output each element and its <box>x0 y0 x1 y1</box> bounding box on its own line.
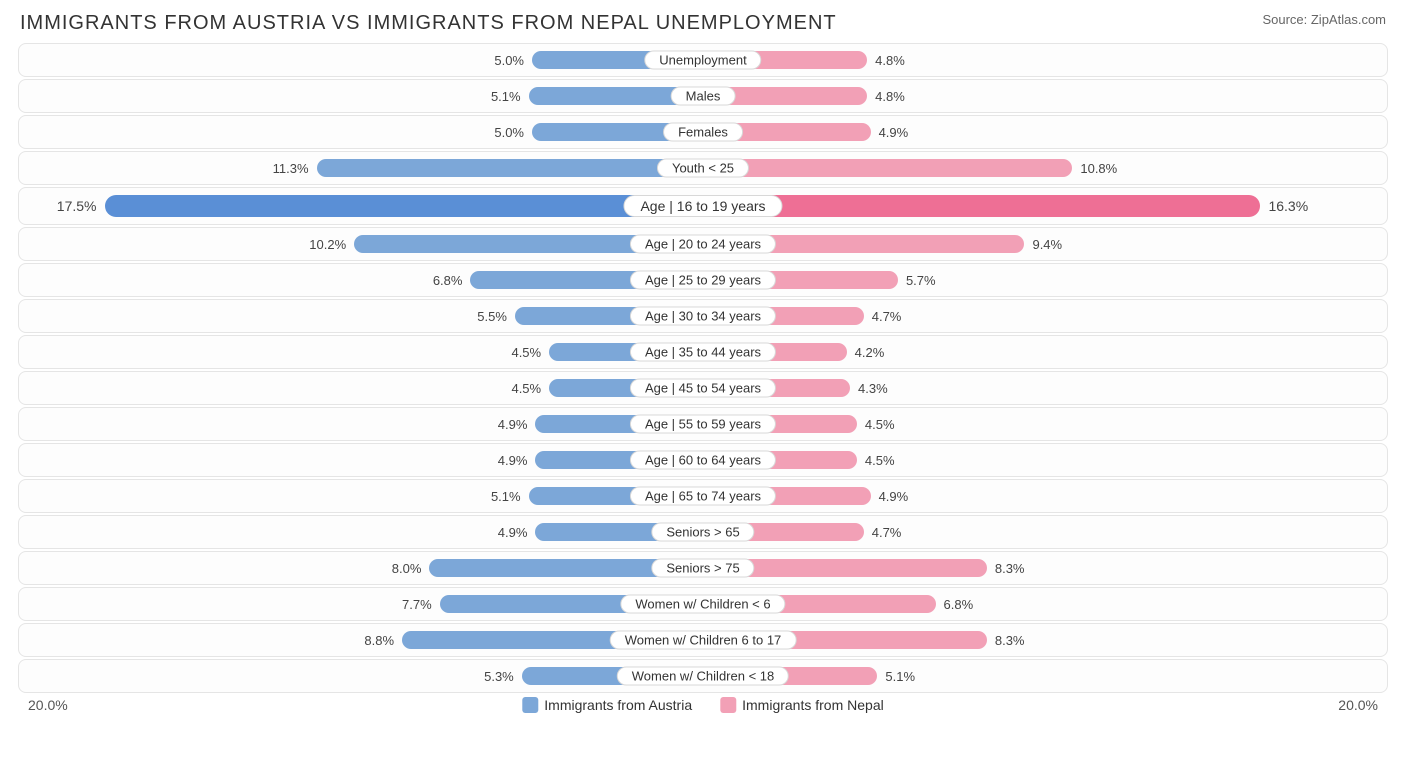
legend-item-austria: Immigrants from Austria <box>522 697 692 713</box>
legend-label-austria: Immigrants from Austria <box>544 697 692 713</box>
category-label: Unemployment <box>644 51 761 70</box>
category-label: Women w/ Children < 18 <box>617 667 789 686</box>
category-label: Youth < 25 <box>657 159 749 178</box>
legend-swatch-nepal <box>720 697 736 713</box>
chart-row: 5.5% 4.7% Age | 30 to 34 years <box>18 299 1388 333</box>
category-label: Age | 25 to 29 years <box>630 271 776 290</box>
chart-row: 5.3% 5.1% Women w/ Children < 18 <box>18 659 1388 693</box>
value-label-right: 4.3% <box>850 381 896 396</box>
chart-row: 11.3% 10.8% Youth < 25 <box>18 151 1388 185</box>
value-label-right: 8.3% <box>987 633 1033 648</box>
value-label-left: 4.9% <box>490 453 536 468</box>
value-label-right: 4.9% <box>871 489 917 504</box>
chart-area: 5.0% 4.8% Unemployment 5.1% 4.8% Males 5.0% 4.9… <box>0 43 1406 693</box>
category-label: Age | 60 to 64 years <box>630 451 776 470</box>
category-label: Age | 16 to 19 years <box>623 195 782 217</box>
chart-row: 6.8% 5.7% Age | 25 to 29 years <box>18 263 1388 297</box>
value-label-left: 7.7% <box>394 597 440 612</box>
category-label: Seniors > 75 <box>651 559 754 578</box>
value-label-left: 10.2% <box>301 237 354 252</box>
chart-row: 5.0% 4.9% Females <box>18 115 1388 149</box>
value-label-right: 5.1% <box>877 669 923 684</box>
legend-label-nepal: Immigrants from Nepal <box>742 697 884 713</box>
value-label-left: 5.1% <box>483 489 529 504</box>
value-label-right: 4.8% <box>867 53 913 68</box>
legend-swatch-austria <box>522 697 538 713</box>
category-label: Age | 20 to 24 years <box>630 235 776 254</box>
chart-row: 4.5% 4.3% Age | 45 to 54 years <box>18 371 1388 405</box>
category-label: Seniors > 65 <box>651 523 754 542</box>
category-label: Women w/ Children < 6 <box>620 595 785 614</box>
value-label-right: 5.7% <box>898 273 944 288</box>
bar-left <box>105 195 704 217</box>
chart-title: IMMIGRANTS FROM AUSTRIA VS IMMIGRANTS FR… <box>20 12 837 35</box>
value-label-left: 5.5% <box>469 309 515 324</box>
value-label-right: 4.9% <box>871 125 917 140</box>
value-label-left: 4.5% <box>503 345 549 360</box>
value-label-right: 8.3% <box>987 561 1033 576</box>
value-label-right: 16.3% <box>1260 198 1316 214</box>
category-label: Age | 45 to 54 years <box>630 379 776 398</box>
value-label-left: 5.3% <box>476 669 522 684</box>
legend: Immigrants from Austria Immigrants from … <box>522 697 883 713</box>
legend-item-nepal: Immigrants from Nepal <box>720 697 884 713</box>
source-attribution: Source: ZipAtlas.com <box>1262 12 1386 27</box>
category-label: Age | 30 to 34 years <box>630 307 776 326</box>
value-label-left: 5.0% <box>486 53 532 68</box>
value-label-right: 4.5% <box>857 417 903 432</box>
category-label: Males <box>671 87 736 106</box>
value-label-left: 6.8% <box>425 273 471 288</box>
value-label-right: 4.2% <box>847 345 893 360</box>
value-label-right: 4.5% <box>857 453 903 468</box>
category-label: Females <box>663 123 743 142</box>
category-label: Age | 65 to 74 years <box>630 487 776 506</box>
chart-row: 7.7% 6.8% Women w/ Children < 6 <box>18 587 1388 621</box>
chart-footer: 20.0% Immigrants from Austria Immigrants… <box>0 697 1406 713</box>
chart-row: 4.9% 4.5% Age | 60 to 64 years <box>18 443 1388 477</box>
chart-row: 5.1% 4.8% Males <box>18 79 1388 113</box>
category-label: Age | 35 to 44 years <box>630 343 776 362</box>
chart-row: 4.9% 4.5% Age | 55 to 59 years <box>18 407 1388 441</box>
value-label-left: 4.9% <box>490 417 536 432</box>
category-label: Age | 55 to 59 years <box>630 415 776 434</box>
value-label-right: 4.7% <box>864 525 910 540</box>
value-label-right: 4.8% <box>867 89 913 104</box>
chart-row: 5.0% 4.8% Unemployment <box>18 43 1388 77</box>
value-label-left: 17.5% <box>49 198 105 214</box>
value-label-right: 10.8% <box>1072 161 1125 176</box>
chart-row: 4.9% 4.7% Seniors > 65 <box>18 515 1388 549</box>
chart-row: 10.2% 9.4% Age | 20 to 24 years <box>18 227 1388 261</box>
chart-row: 5.1% 4.9% Age | 65 to 74 years <box>18 479 1388 513</box>
value-label-left: 11.3% <box>265 161 317 176</box>
value-label-left: 5.0% <box>486 125 532 140</box>
value-label-right: 4.7% <box>864 309 910 324</box>
bar-left <box>317 159 703 177</box>
value-label-left: 4.5% <box>503 381 549 396</box>
chart-row: 8.8% 8.3% Women w/ Children 6 to 17 <box>18 623 1388 657</box>
value-label-left: 8.8% <box>356 633 402 648</box>
value-label-right: 6.8% <box>936 597 982 612</box>
chart-row: 8.0% 8.3% Seniors > 75 <box>18 551 1388 585</box>
chart-row: 17.5% 16.3% Age | 16 to 19 years <box>18 187 1388 225</box>
chart-row: 4.5% 4.2% Age | 35 to 44 years <box>18 335 1388 369</box>
value-label-right: 9.4% <box>1024 237 1070 252</box>
bar-right <box>703 195 1260 217</box>
value-label-left: 5.1% <box>483 89 529 104</box>
bar-right <box>703 159 1072 177</box>
value-label-left: 8.0% <box>384 561 430 576</box>
value-label-left: 4.9% <box>490 525 536 540</box>
category-label: Women w/ Children 6 to 17 <box>610 631 797 650</box>
